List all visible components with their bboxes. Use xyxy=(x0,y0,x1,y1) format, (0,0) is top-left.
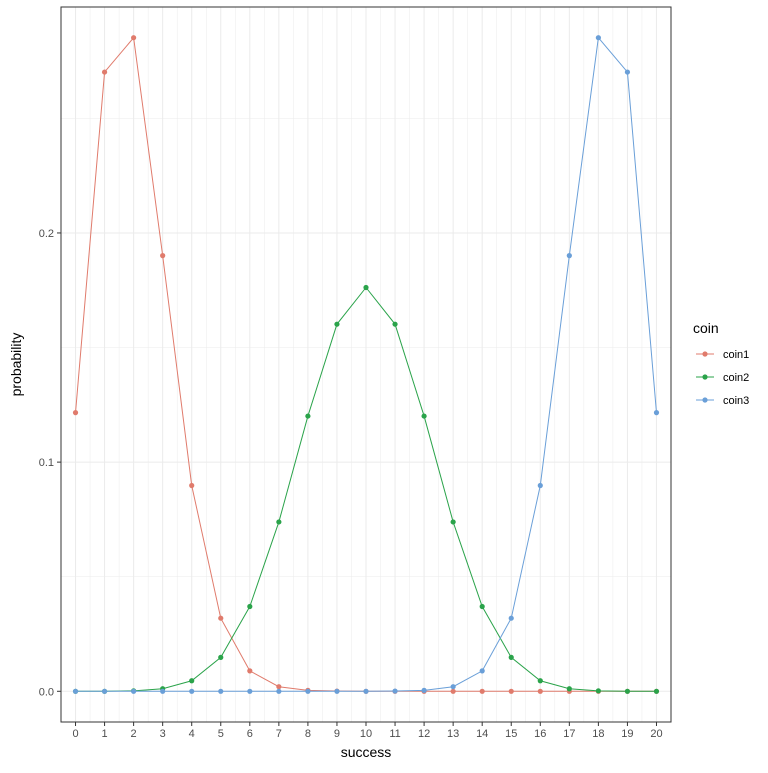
data-point-coin2 xyxy=(305,413,311,419)
data-point-coin2 xyxy=(218,654,224,660)
data-point-coin3 xyxy=(363,688,369,694)
data-point-coin2 xyxy=(566,686,572,692)
data-point-coin3 xyxy=(160,688,166,694)
data-point-coin1 xyxy=(537,688,543,694)
data-point-coin2 xyxy=(421,413,427,419)
data-point-coin2 xyxy=(363,284,369,291)
x-axis-title: success xyxy=(341,744,392,760)
legend-title: coin xyxy=(693,320,719,336)
data-point-coin3 xyxy=(247,688,253,694)
legend-key-point-coin3 xyxy=(702,397,708,403)
data-point-coin3 xyxy=(421,687,427,693)
data-point-coin1 xyxy=(508,688,514,694)
data-point-coin3 xyxy=(276,688,282,694)
y-tick-label: 0.0 xyxy=(39,686,54,698)
data-point-coin2 xyxy=(450,519,456,525)
data-point-coin3 xyxy=(508,615,514,621)
data-point-coin1 xyxy=(450,688,456,694)
data-point-coin2 xyxy=(653,688,660,694)
legend-key-point-coin1 xyxy=(702,351,708,357)
x-tick-label: 11 xyxy=(389,728,400,740)
data-point-coin3 xyxy=(218,688,224,694)
data-point-coin3 xyxy=(392,688,398,694)
data-point-coin2 xyxy=(595,688,601,694)
series-layer xyxy=(72,35,660,694)
data-point-coin2 xyxy=(479,603,485,610)
x-tick-label: 10 xyxy=(360,728,372,740)
x-tick-label: 8 xyxy=(305,728,311,740)
data-point-coin3 xyxy=(334,688,340,694)
legend-key-point-coin2 xyxy=(702,374,708,380)
x-tick-label: 4 xyxy=(189,728,195,740)
data-point-coin2 xyxy=(392,321,398,327)
data-point-coin3 xyxy=(653,410,660,416)
x-tick-label: 13 xyxy=(447,728,459,740)
data-point-coin3 xyxy=(537,482,543,489)
data-point-coin3 xyxy=(305,688,311,694)
legend-label-coin1: coin1 xyxy=(723,349,749,361)
axes: 0 1 2 3 4 5 6 7 8 9 10 11 12 13 14 15 16 17 18 19 200.00.10.… xyxy=(39,228,663,740)
x-tick-label: 20 xyxy=(650,728,662,740)
data-point-coin3 xyxy=(131,688,137,694)
x-tick-label: 18 xyxy=(592,728,604,740)
y-axis-title: probability xyxy=(8,333,24,397)
x-tick-label: 5 xyxy=(218,728,224,740)
data-point-coin2 xyxy=(334,321,340,327)
data-point-coin3 xyxy=(566,253,572,259)
data-point-coin3 xyxy=(624,69,631,75)
legend: coin coin1 coin2 coin3 xyxy=(693,320,749,407)
x-tick-label: 3 xyxy=(160,728,166,740)
x-tick-label: 9 xyxy=(334,728,340,740)
data-point-coin3 xyxy=(450,684,456,690)
data-point-coin2 xyxy=(624,688,631,694)
data-point-coin1 xyxy=(479,688,485,694)
x-tick-label: 6 xyxy=(247,728,253,740)
x-tick-label: 15 xyxy=(505,728,517,740)
data-point-coin1 xyxy=(218,615,224,621)
data-point-coin1 xyxy=(247,668,253,674)
x-tick-label: 19 xyxy=(621,728,633,740)
data-point-coin3 xyxy=(595,35,601,41)
data-point-coin1 xyxy=(72,410,79,416)
legend-label-coin2: coin2 xyxy=(723,372,749,384)
data-point-coin2 xyxy=(247,603,253,610)
x-tick-label: 1 xyxy=(102,728,108,740)
data-point-coin3 xyxy=(479,668,485,674)
data-point-coin3 xyxy=(101,688,108,694)
y-tick-label: 0.1 xyxy=(39,457,54,469)
data-point-coin1 xyxy=(101,69,108,75)
x-tick-label: 16 xyxy=(534,728,546,740)
x-tick-label: 12 xyxy=(418,728,430,740)
data-point-coin3 xyxy=(72,688,79,694)
legend-label-coin3: coin3 xyxy=(723,395,749,407)
data-point-coin1 xyxy=(276,684,282,690)
data-point-coin2 xyxy=(537,678,543,684)
legend-items: coin1 coin2 coin3 xyxy=(696,349,749,407)
x-tick-label: 7 xyxy=(276,728,282,740)
data-point-coin1 xyxy=(131,35,137,41)
data-point-coin1 xyxy=(160,253,166,259)
data-point-coin1 xyxy=(189,482,195,489)
data-point-coin3 xyxy=(189,688,195,694)
x-tick-label: 17 xyxy=(563,728,575,740)
x-tick-label: 0 xyxy=(72,728,78,740)
y-tick-label: 0.2 xyxy=(39,228,54,240)
data-point-coin2 xyxy=(508,654,514,660)
x-tick-label: 2 xyxy=(131,728,137,740)
data-point-coin2 xyxy=(189,678,195,684)
x-tick-label: 14 xyxy=(476,728,488,740)
data-point-coin2 xyxy=(276,519,282,525)
grid xyxy=(60,7,672,722)
